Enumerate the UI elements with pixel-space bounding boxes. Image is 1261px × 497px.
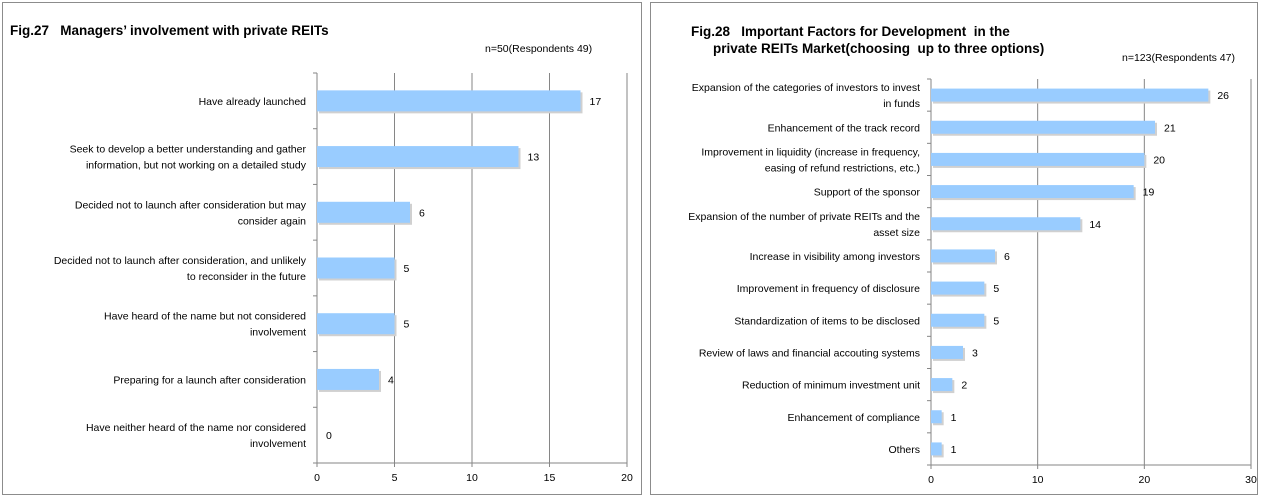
bar bbox=[931, 152, 1145, 166]
category-label: Have neither heard of the name nor consi… bbox=[86, 422, 306, 434]
x-tick-label: 5 bbox=[392, 472, 398, 484]
chart-title-line-1: Fig.28 Important Factors for Development… bbox=[691, 24, 1010, 39]
x-tick-label: 30 bbox=[1245, 474, 1257, 486]
category-label: in funds bbox=[883, 98, 920, 110]
bar-value-label: 26 bbox=[1217, 90, 1229, 102]
x-tick-label: 10 bbox=[1032, 474, 1044, 486]
category-label: Enhancement of the track record bbox=[768, 122, 920, 134]
chart-panel-fig27: Fig.27 Managers’ involvement with privat… bbox=[2, 2, 642, 495]
bar-value-label: 4 bbox=[388, 374, 394, 386]
bar-value-label: 5 bbox=[404, 263, 410, 275]
bar bbox=[931, 410, 942, 424]
bar bbox=[931, 217, 1081, 231]
category-label: involvement bbox=[250, 327, 306, 339]
bar-value-label: 1 bbox=[951, 444, 957, 456]
bar-value-label: 1 bbox=[951, 412, 957, 424]
category-label: easing of refund restrictions, etc.) bbox=[765, 162, 920, 174]
x-tick-label: 0 bbox=[314, 472, 320, 484]
category-label: Decided not to launch after consideratio… bbox=[54, 255, 307, 267]
bar-value-label: 5 bbox=[993, 283, 999, 295]
x-tick-label: 10 bbox=[466, 472, 478, 484]
category-label: Support of the sponsor bbox=[814, 187, 921, 199]
chart-canvas: 0 5 10 15 20 17 Have already launched 13 Seek to… bbox=[54, 72, 633, 484]
category-label: to reconsider in the future bbox=[187, 271, 306, 283]
bar bbox=[931, 442, 942, 456]
chart-title: Fig.27 Managers’ involvement with privat… bbox=[10, 23, 329, 38]
category-label: Enhancement of compliance bbox=[788, 412, 921, 424]
category-label: Expansion of the categories of investors… bbox=[692, 82, 920, 94]
category-label: Have heard of the name but not considere… bbox=[104, 311, 306, 323]
bar bbox=[931, 313, 985, 327]
bar-value-label: 19 bbox=[1143, 187, 1155, 199]
category-label: Review of laws and financial accouting s… bbox=[699, 347, 920, 359]
category-label: involvement bbox=[250, 438, 306, 450]
bar-value-label: 0 bbox=[326, 430, 332, 442]
bar bbox=[317, 146, 519, 168]
bar bbox=[931, 185, 1134, 199]
category-label: Others bbox=[888, 444, 920, 456]
x-tick-label: 20 bbox=[621, 472, 633, 484]
bar bbox=[317, 257, 395, 279]
bar bbox=[317, 313, 395, 335]
bar bbox=[317, 90, 581, 112]
bar-value-label: 6 bbox=[419, 207, 425, 219]
bar-value-label: 13 bbox=[528, 152, 540, 164]
bar-value-label: 20 bbox=[1153, 154, 1165, 166]
bar-value-label: 14 bbox=[1089, 219, 1101, 231]
category-label: Improvement in frequency of disclosure bbox=[737, 283, 920, 295]
bar bbox=[931, 281, 985, 295]
category-label: Increase in visibility among investors bbox=[750, 251, 920, 263]
bar bbox=[317, 201, 410, 223]
bar bbox=[931, 378, 953, 392]
chart-note: n=123(Respondents 47) bbox=[1122, 52, 1235, 64]
bar bbox=[317, 368, 379, 390]
category-label: Have already launched bbox=[199, 96, 307, 108]
category-label: Reduction of minimum investment unit bbox=[742, 380, 920, 392]
category-label: Standardization of items to be disclosed bbox=[734, 315, 920, 327]
bar bbox=[931, 249, 995, 263]
category-label: consider again bbox=[238, 215, 306, 227]
bar-value-label: 17 bbox=[590, 96, 602, 108]
x-tick-label: 15 bbox=[544, 472, 556, 484]
category-label: Preparing for a launch after considerati… bbox=[113, 374, 306, 386]
bar-value-label: 2 bbox=[961, 380, 967, 392]
chart-note: n=50(Respondents 49) bbox=[485, 43, 593, 55]
bar-value-label: 21 bbox=[1164, 122, 1176, 134]
chart-panel-fig28: Fig.28 Important Factors for Development… bbox=[650, 2, 1258, 495]
bar-value-label: 6 bbox=[1004, 251, 1010, 263]
category-label: asset size bbox=[873, 227, 920, 239]
category-label: Seek to develop a better understanding a… bbox=[70, 144, 307, 156]
bar-value-label: 3 bbox=[972, 347, 978, 359]
bar-value-label: 5 bbox=[993, 315, 999, 327]
chart-title-line-2: private REITs Market(choosing up to thre… bbox=[713, 41, 1045, 56]
bar bbox=[931, 345, 963, 359]
x-tick-label: 20 bbox=[1138, 474, 1150, 486]
category-label: information, but not working on a detail… bbox=[86, 160, 307, 172]
category-label: Improvement in liquidity (increase in fr… bbox=[701, 146, 920, 158]
x-tick-label: 0 bbox=[928, 474, 934, 486]
bar-value-label: 5 bbox=[404, 319, 410, 331]
bar bbox=[931, 120, 1155, 134]
category-label: Expansion of the number of private REITs… bbox=[688, 211, 920, 223]
bar bbox=[931, 88, 1209, 102]
category-label: Decided not to launch after consideratio… bbox=[75, 199, 307, 211]
